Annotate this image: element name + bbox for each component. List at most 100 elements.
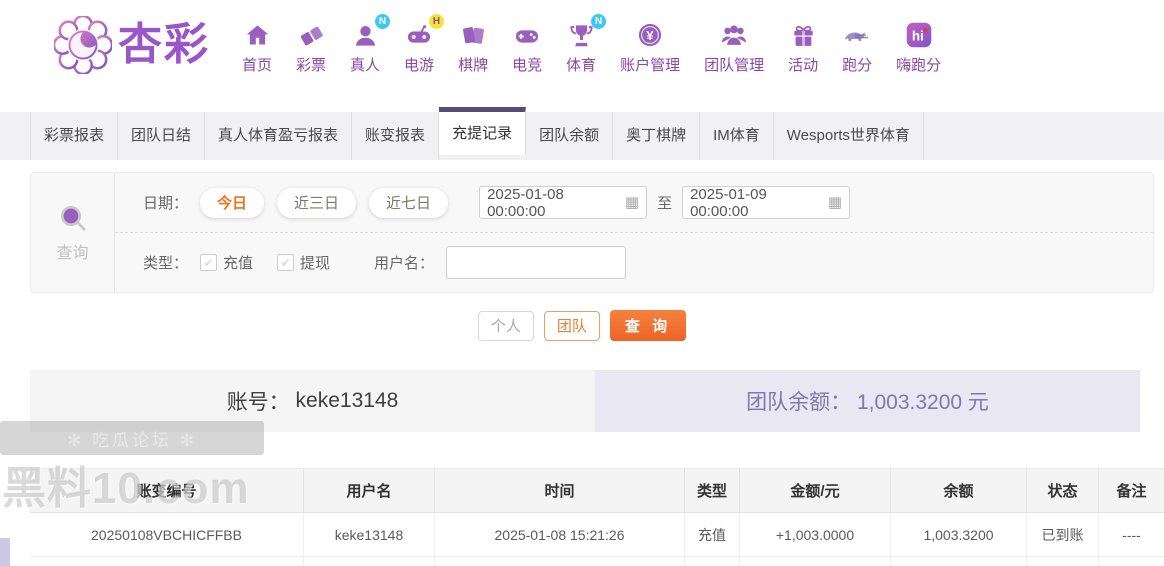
- account-label: 账号：: [226, 391, 290, 414]
- col-header-amount: 金额/元: [740, 468, 891, 513]
- nav-item-sports[interactable]: N 体育: [566, 14, 607, 75]
- account-summary: 账号： keke13148 团队余额： 1,003.3200 元: [30, 370, 1140, 432]
- account-value: keke13148: [295, 389, 399, 412]
- gift-icon: [788, 20, 818, 50]
- nav-item-live[interactable]: N 真人: [350, 14, 391, 75]
- cell-status: 已到账: [1027, 513, 1099, 557]
- checkbox-withdraw-label: 提现: [300, 255, 331, 272]
- table-row: 20250108VBCHICFFBB keke13148 2025-01-08 …: [30, 513, 1164, 557]
- nav-item-hi-paofen[interactable]: hi 嗨跑分: [896, 20, 941, 75]
- team-balance-value: 1,003.3200 元: [856, 391, 989, 414]
- type-label: 类型：: [143, 255, 189, 272]
- egame-gamepad-icon: H: [404, 14, 445, 50]
- filter-panel: 查询 日期： 今日 近三日 近七日 2025-01-08 00:00:00 ▦ …: [30, 172, 1154, 293]
- tab-im-sports[interactable]: IM体育: [700, 112, 774, 160]
- personal-button[interactable]: 个人: [477, 310, 534, 341]
- calendar-icon[interactable]: ▦: [624, 194, 640, 211]
- tab-lottery-report[interactable]: 彩票报表: [30, 112, 119, 160]
- col-header-balance: 余额: [891, 468, 1027, 513]
- team-balance-label: 团队余额：: [746, 391, 852, 414]
- col-header-username: 用户名: [304, 468, 435, 513]
- trophy-icon: N: [566, 14, 607, 50]
- nav-item-paofen[interactable]: 跑分: [842, 20, 872, 75]
- date-to-label: 至: [657, 195, 673, 212]
- search-icon: [57, 202, 89, 234]
- checkbox-withdraw[interactable]: [277, 254, 295, 271]
- new-badge: N: [375, 14, 391, 29]
- date-label: 日期：: [143, 195, 189, 212]
- preset-last-3-days[interactable]: 近三日: [277, 187, 357, 218]
- date-from-value: 2025-01-08 00:00:00: [487, 185, 564, 220]
- new-badge: N: [591, 14, 607, 29]
- tab-live-sports-pl[interactable]: 真人体育盈亏报表: [205, 112, 353, 160]
- cell-balance: 1,003.3200: [891, 513, 1027, 557]
- username-label: 用户名：: [374, 255, 435, 272]
- hi-app-icon: hi: [904, 20, 934, 50]
- tab-aoding-boardgames[interactable]: 奥丁棋牌: [613, 112, 701, 160]
- nav-item-boardgames[interactable]: 棋牌: [458, 20, 488, 75]
- cell-amount: +1,003.0000: [740, 513, 891, 557]
- home-icon: [242, 20, 272, 50]
- team-balance: 团队余额： 1,003.3200 元: [595, 370, 1140, 432]
- tab-wesports[interactable]: Wesports世界体育: [774, 112, 924, 160]
- report-tabs: 彩票报表 团队日结 真人体育盈亏报表 账变报表 充提记录 团队余额 奥丁棋牌 I…: [0, 107, 1164, 160]
- team-button[interactable]: 团队: [543, 310, 600, 341]
- edge-widget-tab: [0, 538, 10, 566]
- col-header-change-id: 账变编号: [30, 468, 304, 513]
- calendar-icon[interactable]: ▦: [827, 194, 843, 211]
- svg-text:hi: hi: [912, 29, 924, 44]
- yuan-coin-icon: ¥: [635, 20, 665, 50]
- flower-emblem-icon: [54, 16, 112, 74]
- checkbox-deposit[interactable]: [200, 254, 218, 271]
- nav-item-esports[interactable]: 电竞: [512, 20, 542, 75]
- nav-item-egame[interactable]: H 电游: [404, 14, 445, 75]
- live-person-icon: N: [350, 14, 391, 50]
- cell-type: 充值: [685, 513, 740, 557]
- top-header: 杏彩 首页 彩票 N 真人: [0, 0, 1164, 112]
- cell-time: 2025-01-08 15:21:26: [435, 513, 685, 557]
- brand-logo[interactable]: 杏彩: [54, 16, 210, 74]
- filter-date-row: 日期： 今日 近三日 近七日 2025-01-08 00:00:00 ▦ 至 2…: [115, 173, 1153, 233]
- account-number: 账号： keke13148: [30, 370, 595, 432]
- col-header-time: 时间: [435, 468, 685, 513]
- tab-team-balance[interactable]: 团队余额: [526, 112, 614, 160]
- nav-item-lottery[interactable]: 彩票: [296, 20, 326, 75]
- col-header-remark: 备注: [1099, 468, 1164, 513]
- nav-item-account-management[interactable]: ¥ 账户管理: [620, 20, 680, 75]
- nav-item-home[interactable]: 首页: [242, 20, 272, 75]
- preset-last-7-days[interactable]: 近七日: [369, 187, 449, 218]
- tab-deposit-withdraw-records[interactable]: 充提记录: [439, 107, 527, 155]
- filter-fields: 日期： 今日 近三日 近七日 2025-01-08 00:00:00 ▦ 至 2…: [115, 173, 1153, 292]
- date-to-input[interactable]: 2025-01-09 00:00:00 ▦: [682, 185, 851, 220]
- actions-row: 个人 团队 查 询: [0, 310, 1164, 341]
- esports-gamepad-icon: [512, 20, 542, 50]
- checkbox-deposit-label: 充值: [223, 255, 254, 272]
- filter-search-block[interactable]: 查询: [31, 173, 115, 292]
- search-button[interactable]: 查 询: [609, 310, 687, 341]
- svg-text:¥: ¥: [647, 28, 655, 43]
- cell-remark: ----: [1099, 513, 1164, 557]
- col-header-type: 类型: [685, 468, 740, 513]
- filter-search-label: 查询: [56, 245, 89, 262]
- filter-type-row: 类型： 充值 提现 用户名：: [115, 233, 1153, 292]
- nav-item-activity[interactable]: 活动: [788, 20, 818, 75]
- brand-name: 杏彩: [118, 20, 210, 69]
- cell-username: keke13148: [304, 513, 435, 557]
- table-row-partial: [30, 557, 1164, 566]
- cell-change-id: 20250108VBCHICFFBB: [30, 513, 304, 557]
- hot-badge: H: [429, 14, 445, 29]
- records-table: 账变编号 用户名 时间 类型 金额/元 余额 状态 备注 20250108VBC…: [30, 468, 1164, 566]
- tab-team-daily[interactable]: 团队日结: [118, 112, 206, 160]
- main-nav: 首页 彩票 N 真人: [230, 14, 953, 75]
- preset-today[interactable]: 今日: [200, 187, 265, 218]
- tab-account-change[interactable]: 账变报表: [352, 112, 440, 160]
- date-to-value: 2025-01-09 00:00:00: [690, 185, 767, 220]
- lottery-icon: [296, 20, 326, 50]
- date-from-input[interactable]: 2025-01-08 00:00:00 ▦: [479, 185, 648, 220]
- col-header-status: 状态: [1027, 468, 1099, 513]
- table-header-row: 账变编号 用户名 时间 类型 金额/元 余额 状态 备注: [30, 468, 1164, 513]
- nav-item-team-management[interactable]: 团队管理: [704, 20, 764, 75]
- username-input[interactable]: [446, 246, 627, 279]
- team-people-icon: [719, 20, 749, 50]
- cards-icon: [458, 20, 488, 50]
